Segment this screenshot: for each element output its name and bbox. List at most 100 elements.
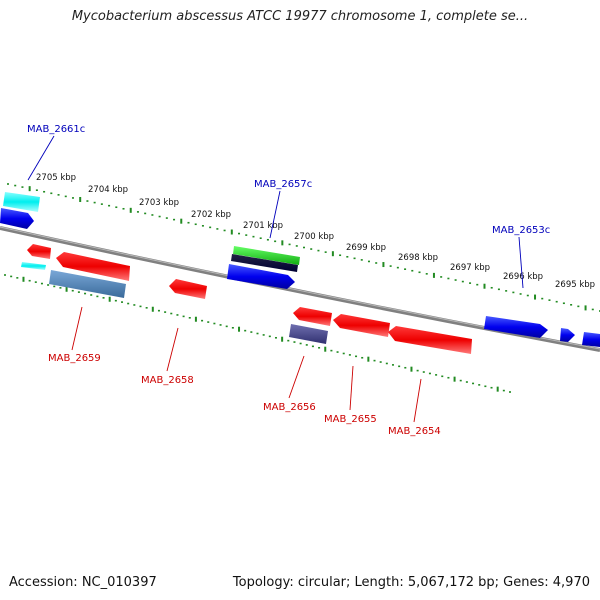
- minor-tick: [40, 282, 43, 285]
- minor-tick: [225, 325, 228, 328]
- topology-info-text: Topology: circular; Length: 5,067,172 bp…: [232, 575, 590, 590]
- minor-tick: [144, 212, 147, 215]
- tick-label: 2697 kbp: [450, 263, 490, 273]
- tick-label: 2696 kbp: [503, 272, 543, 282]
- major-tick: [382, 262, 385, 268]
- major-tick: [22, 276, 25, 282]
- major-tick: [496, 386, 499, 392]
- gene-label-mab-2653c[interactable]: MAB_2653c: [492, 225, 550, 236]
- major-tick: [534, 294, 537, 300]
- minor-tick: [293, 341, 296, 343]
- leader-line: [413, 378, 422, 423]
- gene-label-mab-2659[interactable]: MAB_2659: [48, 353, 101, 364]
- minor-tick: [324, 251, 327, 253]
- minor-tick: [305, 344, 308, 346]
- minor-tick: [213, 322, 216, 325]
- minor-tick: [223, 229, 226, 232]
- gene-arrow-purple[interactable]: [289, 324, 328, 344]
- minor-tick: [318, 346, 321, 349]
- minor-tick: [274, 240, 277, 243]
- minor-tick: [346, 255, 349, 258]
- gene-arrow-navy[interactable]: [231, 254, 298, 272]
- minor-tick: [266, 238, 269, 241]
- major-tick: [483, 283, 486, 289]
- gene-label-mab-2658[interactable]: MAB_2658: [141, 375, 194, 386]
- minor-tick: [562, 302, 565, 305]
- gene-arrow-blue-2653[interactable]: [484, 316, 548, 338]
- minor-tick: [4, 274, 6, 276]
- leader-line: [349, 365, 354, 411]
- tick-label: 2701 kbp: [243, 221, 283, 231]
- minor-tick: [425, 273, 428, 275]
- major-tick: [410, 366, 413, 372]
- major-tick: [79, 196, 82, 202]
- minor-tick: [7, 183, 9, 185]
- leader-line: [288, 355, 305, 399]
- minor-tick: [348, 354, 351, 356]
- gene-arrow-red-small[interactable]: [27, 244, 51, 259]
- minor-tick: [484, 385, 487, 388]
- minor-tick: [219, 324, 222, 326]
- gene-arrow-cyan-1[interactable]: [3, 192, 40, 212]
- minor-tick: [90, 294, 93, 296]
- gene-arrow-red-2654[interactable]: [388, 326, 472, 354]
- gene-label-mab-2661c[interactable]: MAB_2661c: [27, 124, 85, 135]
- minor-tick: [288, 243, 291, 246]
- gene-label-mab-2654[interactable]: MAB_2654: [388, 426, 441, 437]
- major-tick: [28, 186, 31, 192]
- minor-tick: [379, 361, 382, 363]
- minor-tick: [84, 292, 87, 295]
- major-tick: [281, 336, 284, 342]
- minor-tick: [231, 326, 234, 329]
- major-tick: [432, 272, 435, 278]
- tick-labels: 2705 kbp 2704 kbp 2703 kbp 2702 kbp 2701 kbp…: [36, 173, 595, 290]
- major-tick: [324, 346, 327, 352]
- minor-tick: [136, 211, 139, 213]
- minor-tick: [375, 262, 378, 264]
- minor-tick: [71, 197, 74, 199]
- gene-arrow-green[interactable]: [233, 246, 300, 265]
- minor-tick: [262, 334, 265, 336]
- gene-arrow-blue-left[interactable]: [0, 208, 34, 229]
- gene-arrow-blue-small[interactable]: [560, 328, 575, 342]
- gene-label-leaders: [27, 135, 524, 423]
- minor-tick: [422, 371, 425, 373]
- minor-tick: [472, 382, 475, 385]
- minor-tick: [512, 291, 515, 294]
- minor-tick: [216, 228, 219, 230]
- gene-label-mab-2657c[interactable]: MAB_2657c: [254, 179, 312, 190]
- minor-tick: [360, 259, 363, 261]
- minor-tick: [336, 351, 339, 353]
- minor-tick: [34, 281, 37, 283]
- gene-arrow-red-2659[interactable]: [56, 252, 130, 281]
- minor-tick: [404, 366, 407, 369]
- gene-arrow-blue-2657[interactable]: [227, 264, 295, 289]
- minor-tick: [303, 246, 305, 249]
- reverse-genes: [27, 244, 472, 354]
- minor-tick: [96, 295, 99, 298]
- gene-arrow-cyan-2[interactable]: [21, 262, 46, 270]
- minor-tick: [43, 190, 46, 193]
- minor-tick: [398, 365, 401, 368]
- gene-label-mab-2656[interactable]: MAB_2656: [263, 402, 316, 413]
- major-tick: [584, 305, 587, 311]
- minor-tick: [577, 305, 580, 308]
- gene-arrow-red-2658[interactable]: [169, 279, 207, 299]
- minor-tick: [391, 364, 394, 366]
- minor-tick: [268, 335, 271, 338]
- gene-arrow-red-2655[interactable]: [333, 314, 390, 337]
- minor-tick: [339, 254, 342, 257]
- tick-label: 2700 kbp: [294, 232, 334, 242]
- major-tick: [281, 240, 284, 246]
- minor-tick: [165, 217, 168, 219]
- minor-tick: [187, 221, 190, 224]
- gene-arrow-steel[interactable]: [49, 270, 126, 298]
- tick-label: 2699 kbp: [346, 243, 386, 253]
- minor-tick: [207, 321, 210, 323]
- gene-label-mab-2655[interactable]: MAB_2655: [324, 414, 377, 425]
- minor-tick: [133, 304, 136, 306]
- minor-tick: [102, 297, 105, 299]
- gene-arrow-blue-edge[interactable]: [582, 332, 600, 347]
- gene-arrow-red-2656[interactable]: [293, 307, 332, 326]
